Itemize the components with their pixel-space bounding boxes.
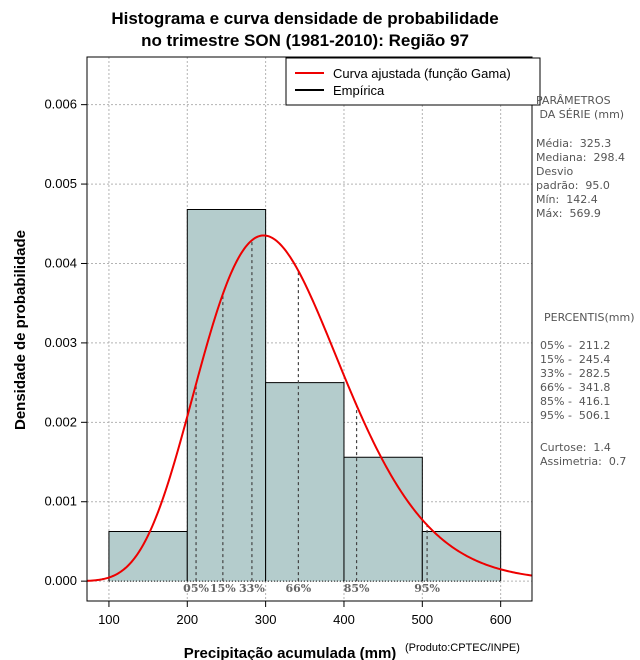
percentile-85: 85% - 416.1 — [540, 395, 610, 408]
params-title-1: PARÂMETROS — [536, 94, 611, 107]
percentile-label-85: 85% — [344, 582, 370, 595]
param-mediana: Mediana: 298.4 — [536, 151, 625, 164]
param-media: Média: 325.3 — [536, 137, 611, 150]
gamma-curve-layer — [87, 234, 532, 582]
x-axis: 100 200 300 400 500 600 — [98, 601, 512, 627]
param-max: Máx: 569.9 — [536, 207, 601, 220]
percentile-15: 15% - 245.4 — [540, 353, 610, 366]
percentile-label-15: 15% — [210, 582, 236, 595]
histogram-bar-3 — [265, 382, 344, 582]
percentile-95: 95% - 506.1 — [540, 409, 610, 422]
legend-box — [285, 57, 541, 106]
y-tick-label-0: 0.000 — [44, 573, 77, 588]
y-tick-label-5: 0.005 — [44, 176, 77, 191]
curtose: Curtose: 1.4 — [540, 441, 611, 454]
y-tick-label-4: 0.004 — [44, 255, 77, 270]
chart-title-line-1: Histograma e curva densidade de probabil… — [111, 9, 498, 28]
y-axis: 0.000 0.001 0.002 0.003 0.004 0.005 0.006 — [44, 97, 87, 588]
histogram-bar-outline-5 — [421, 531, 502, 582]
histogram-bar-2 — [187, 209, 266, 582]
percentile-label-05: 05% — [183, 582, 209, 595]
params-title-2: DA SÉRIE (mm) — [536, 108, 624, 121]
y-tick-label-3: 0.003 — [44, 335, 77, 350]
x-tick-label-400: 400 — [333, 612, 355, 627]
histogram-bar-4 — [343, 457, 423, 582]
credit-label: (Produto:CPTEC/INPE) — [405, 642, 520, 654]
histogram-bar-1 — [108, 531, 188, 582]
percentile-label-33: 33% — [239, 582, 265, 595]
percentile-label-95: 95% — [414, 582, 440, 595]
chart-title-line-2: no trimestre SON (1981-2010): Região 97 — [141, 31, 469, 50]
percentiles-title: PERCENTIS(mm) — [544, 311, 635, 324]
histogram-bar-5 — [422, 531, 501, 582]
x-tick-label-300: 300 — [255, 612, 277, 627]
param-padrao: padrão: 95.0 — [536, 179, 610, 192]
percentile-label-66: 66% — [285, 582, 311, 595]
assimetria: Assimetria: 0.7 — [540, 455, 626, 468]
side-panel: PARÂMETROS DA SÉRIE (mm) Média: 325.3 Me… — [536, 94, 635, 468]
percentile-66: 66% - 341.8 — [540, 381, 610, 394]
gamma-curve — [87, 234, 532, 582]
legend-label-empirica: Empírica — [333, 83, 385, 98]
histogram-bars — [108, 208, 502, 582]
percentile-lines: 05% 15% 33% 66% 85% 95% — [183, 240, 441, 595]
y-tick-label-1: 0.001 — [44, 494, 77, 509]
percentile-33: 33% - 282.5 — [540, 367, 610, 380]
x-tick-label-600: 600 — [490, 612, 512, 627]
param-desvio: Desvio — [536, 165, 574, 178]
percentile-05: 05% - 211.2 — [540, 339, 610, 352]
plot-frame — [86, 56, 533, 602]
legend: Curva ajustada (função Gama) Empírica — [285, 57, 541, 106]
y-tick-label-2: 0.002 — [44, 414, 77, 429]
x-axis-label: Precipitação acumulada (mm) — [184, 645, 397, 660]
legend-label-gamma: Curva ajustada (função Gama) — [333, 66, 511, 81]
param-min: Mín: 142.4 — [536, 193, 598, 206]
x-tick-label-100: 100 — [98, 612, 120, 627]
x-tick-label-200: 200 — [176, 612, 198, 627]
x-tick-label-500: 500 — [411, 612, 433, 627]
y-axis-label: Densidade de probabilidade — [12, 230, 29, 430]
y-tick-label-6: 0.006 — [44, 97, 77, 112]
